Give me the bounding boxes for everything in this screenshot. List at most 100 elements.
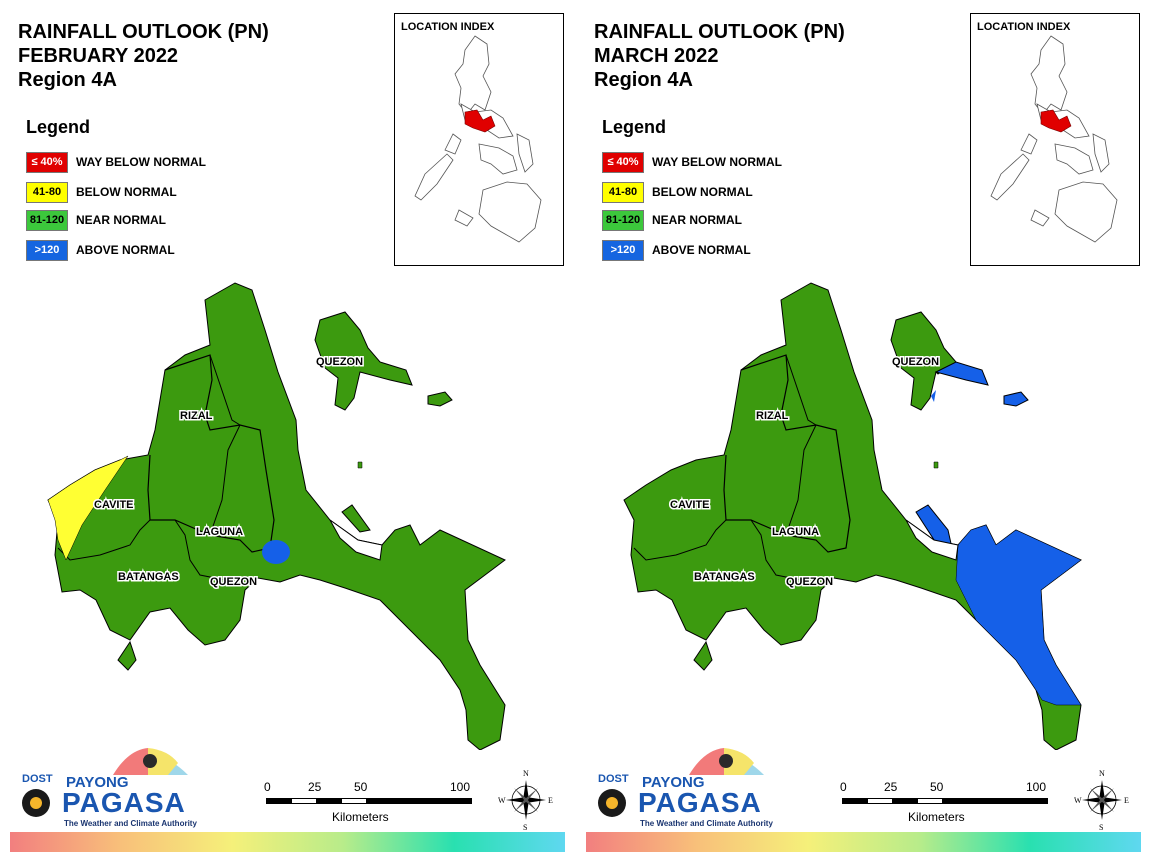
panel-march: RAINFALL OUTLOOK (PN) MARCH 2022 Region …: [576, 0, 1152, 864]
legend-swatch: 81-120: [26, 209, 68, 231]
color-strip: [10, 832, 565, 852]
legend-swatch: ≤ 40%: [602, 151, 644, 173]
philippines-outline-map: [414, 35, 542, 243]
title-line-1: RAINFALL OUTLOOK (PN): [18, 21, 269, 43]
svg-text:E: E: [548, 796, 553, 805]
label-laguna: LAGUNA: [196, 526, 243, 538]
region-map: QUEZON RIZAL CAVITE LAGUNA BATANGAS QUEZ…: [47, 282, 506, 750]
legend-item-near: 81-120 NEAR NORMAL: [26, 209, 166, 231]
pagasa-logo: DOST PAYONG PAGASA The Weather and Clima…: [594, 745, 794, 835]
label-quezon-south: QUEZON: [210, 576, 257, 588]
location-index-inset: LOCATION INDEX: [970, 13, 1140, 266]
north-arrow: N E S W: [498, 768, 554, 832]
legend-item-above: >120 ABOVE NORMAL: [26, 239, 175, 261]
legend-item-above: >120 ABOVE NORMAL: [602, 239, 751, 261]
quezon-island-north: [314, 311, 413, 411]
legend-label: BELOW NORMAL: [76, 185, 177, 199]
pagasa-text: PAGASA: [62, 787, 186, 818]
label-cavite: CAVITE: [670, 499, 710, 511]
legend-swatch: >120: [602, 239, 644, 261]
svg-text:W: W: [498, 796, 506, 805]
legend-title: Legend: [602, 117, 667, 137]
tagline: The Weather and Climate Authority: [64, 819, 197, 828]
above-normal-zone: [262, 540, 290, 564]
svg-text:E: E: [1124, 796, 1129, 805]
svg-text:N: N: [1099, 769, 1105, 778]
above-normal-zone: [955, 524, 1082, 706]
label-quezon-south: QUEZON: [786, 576, 833, 588]
map-title: RAINFALL OUTLOOK (PN) MARCH 2022 Region …: [594, 20, 845, 92]
label-batangas: BATANGAS: [694, 571, 755, 583]
mainland-landmass: [623, 282, 1082, 750]
svg-text:S: S: [1099, 823, 1103, 832]
legend-item-below: 41-80 BELOW NORMAL: [602, 181, 753, 203]
title-line-3: Region 4A: [18, 69, 117, 91]
umbrella-icon: [598, 748, 764, 817]
legend-item-way-below: ≤ 40% WAY BELOW NORMAL: [602, 151, 782, 173]
payong-text: PAYONG: [642, 774, 705, 791]
region-4a-highlight: [464, 109, 496, 133]
scale-tick: 50: [354, 780, 368, 794]
legend-title: Legend: [26, 117, 91, 137]
scale-tick: 0: [264, 780, 271, 794]
scale-tick: 100: [1026, 780, 1047, 794]
location-index-title: LOCATION INDEX: [401, 21, 495, 33]
tagline: The Weather and Climate Authority: [640, 819, 773, 828]
legend-swatch: 41-80: [26, 181, 68, 203]
label-rizal: RIZAL: [180, 410, 213, 422]
legend-label: ABOVE NORMAL: [76, 243, 175, 257]
legend-label: BELOW NORMAL: [652, 185, 753, 199]
label-quezon-north: QUEZON: [892, 356, 939, 368]
north-arrow: N E S W: [1074, 768, 1130, 832]
legend-label: NEAR NORMAL: [76, 213, 166, 227]
scale-bar: 0 25 50 100 Kilometers: [838, 776, 1048, 826]
dost-text: DOST: [598, 773, 629, 785]
pagasa-text: PAGASA: [638, 787, 762, 818]
legend-swatch: 81-120: [602, 209, 644, 231]
svg-text:W: W: [1074, 796, 1082, 805]
scale-tick: 50: [930, 780, 944, 794]
scale-tick: 0: [840, 780, 847, 794]
legend-label: ABOVE NORMAL: [652, 243, 751, 257]
label-cavite: CAVITE: [94, 499, 134, 511]
map-title: RAINFALL OUTLOOK (PN) FEBRUARY 2022 Regi…: [18, 20, 269, 92]
label-laguna: LAGUNA: [772, 526, 819, 538]
scale-bar: 0 25 50 100 Kilometers: [262, 776, 472, 826]
title-line-2: MARCH 2022: [594, 45, 719, 67]
region-map: QUEZON RIZAL CAVITE LAGUNA BATANGAS QUEZ…: [623, 282, 1082, 750]
label-quezon-north: QUEZON: [316, 356, 363, 368]
legend-item-below: 41-80 BELOW NORMAL: [26, 181, 177, 203]
legend-swatch: >120: [26, 239, 68, 261]
title-line-1: RAINFALL OUTLOOK (PN): [594, 21, 845, 43]
scale-tick: 25: [308, 780, 322, 794]
svg-text:S: S: [523, 823, 527, 832]
region-4a-highlight: [1040, 109, 1072, 133]
scale-tick: 100: [450, 780, 471, 794]
location-index-title: LOCATION INDEX: [977, 21, 1071, 33]
dost-text: DOST: [22, 773, 53, 785]
legend-label: WAY BELOW NORMAL: [652, 155, 783, 169]
legend-item-near: 81-120 NEAR NORMAL: [602, 209, 742, 231]
scale-unit: Kilometers: [332, 810, 389, 824]
pagasa-logo: DOST PAYONG PAGASA The Weather and Clima…: [18, 745, 218, 835]
scale-tick: 25: [884, 780, 898, 794]
legend-swatch: ≤ 40%: [26, 151, 68, 173]
label-batangas: BATANGAS: [118, 571, 179, 583]
mainland-landmass: [47, 282, 506, 750]
svg-text:N: N: [523, 769, 529, 778]
below-normal-zone: [47, 455, 129, 561]
legend-item-way-below: ≤ 40% WAY BELOW NORMAL: [26, 151, 206, 173]
title-line-3: Region 4A: [594, 69, 693, 91]
umbrella-icon: [22, 748, 188, 817]
payong-text: PAYONG: [66, 774, 129, 791]
quezon-island-north: [890, 311, 957, 411]
label-rizal: RIZAL: [756, 410, 789, 422]
title-line-2: FEBRUARY 2022: [18, 45, 179, 67]
compass-rose-icon: N E S W: [498, 769, 553, 832]
color-strip: [586, 832, 1141, 852]
legend-label: WAY BELOW NORMAL: [76, 155, 207, 169]
location-index-inset: LOCATION INDEX: [394, 13, 564, 266]
philippines-outline-map: [990, 35, 1118, 243]
legend-label: NEAR NORMAL: [652, 213, 742, 227]
panel-february: RAINFALL OUTLOOK (PN) FEBRUARY 2022 Regi…: [10, 13, 565, 852]
